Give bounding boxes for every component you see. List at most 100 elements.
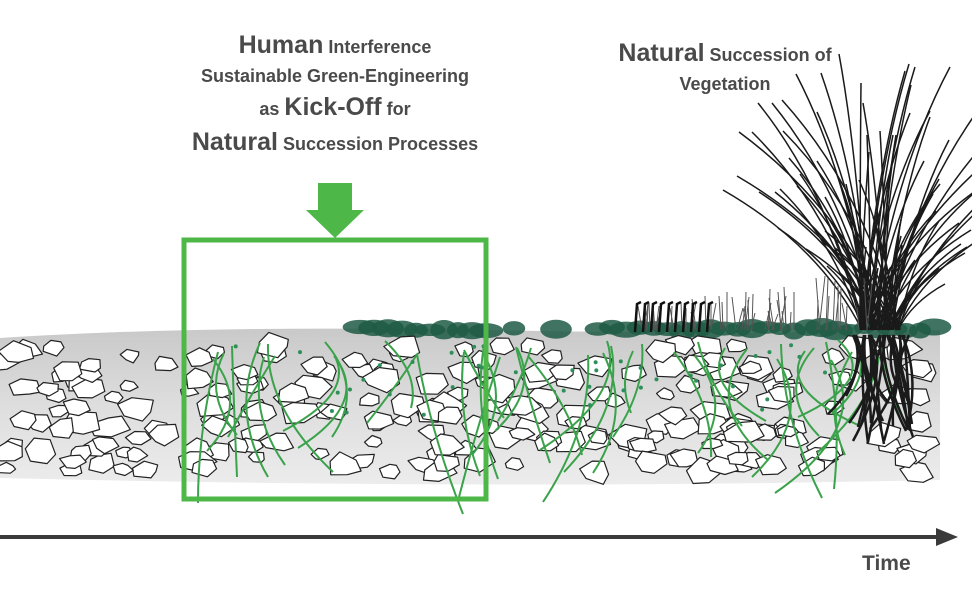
rock bbox=[119, 348, 140, 364]
rock bbox=[148, 423, 180, 447]
seed-dot bbox=[593, 360, 598, 365]
grass-blade bbox=[869, 66, 916, 331]
grass-blade bbox=[859, 82, 862, 331]
rock bbox=[504, 457, 525, 471]
rock bbox=[577, 355, 613, 378]
root bbox=[673, 351, 713, 458]
grass-blade bbox=[721, 301, 724, 331]
rock bbox=[726, 451, 749, 466]
grass-blade bbox=[646, 302, 649, 331]
root bbox=[463, 349, 505, 419]
sprout bbox=[681, 300, 690, 333]
rock bbox=[8, 378, 42, 396]
rock bbox=[437, 406, 463, 425]
root bbox=[612, 343, 644, 438]
grass-blade bbox=[818, 275, 826, 331]
rock bbox=[390, 392, 426, 419]
root bbox=[494, 347, 526, 432]
root bbox=[694, 355, 717, 454]
grass-blade bbox=[704, 295, 707, 331]
sprout bbox=[641, 300, 650, 333]
rock bbox=[359, 392, 380, 407]
grass-blade bbox=[747, 299, 750, 331]
moss-clump bbox=[540, 319, 572, 339]
grass-blade bbox=[722, 189, 863, 331]
grass-blade bbox=[783, 286, 787, 331]
roots-layer bbox=[197, 339, 908, 515]
caption-text: Succession Processes bbox=[278, 134, 479, 154]
rock bbox=[119, 379, 139, 392]
seed-dot bbox=[594, 368, 599, 373]
rock bbox=[755, 454, 787, 476]
grass-blade bbox=[863, 277, 868, 331]
rock bbox=[9, 410, 37, 431]
grass-blade bbox=[869, 66, 951, 331]
seed-dot bbox=[789, 343, 794, 348]
intervention-frame bbox=[181, 237, 489, 502]
root bbox=[206, 358, 232, 452]
rock bbox=[655, 387, 675, 401]
seed-dot bbox=[694, 378, 699, 383]
grass-blade bbox=[839, 272, 878, 331]
grass-blade bbox=[741, 305, 746, 331]
grass-blade bbox=[731, 296, 737, 331]
root bbox=[245, 342, 269, 478]
rock bbox=[88, 452, 115, 474]
rock bbox=[629, 437, 657, 453]
rock bbox=[0, 461, 17, 474]
root bbox=[515, 346, 551, 464]
rock bbox=[53, 361, 83, 382]
root bbox=[592, 352, 617, 474]
grass-blade bbox=[878, 164, 893, 331]
grass-blade bbox=[637, 305, 643, 331]
root bbox=[257, 356, 286, 466]
grass-blade bbox=[744, 291, 747, 331]
caption-text: Succession of bbox=[704, 45, 832, 65]
rock bbox=[701, 437, 724, 450]
rock bbox=[36, 381, 59, 397]
rock bbox=[906, 434, 941, 454]
seed-dot bbox=[587, 384, 592, 389]
grass-blade bbox=[781, 310, 785, 331]
rock bbox=[0, 440, 23, 462]
moss-clump bbox=[916, 318, 952, 336]
grass-blade bbox=[869, 210, 937, 331]
rock bbox=[116, 397, 154, 422]
rock bbox=[634, 450, 668, 474]
caption-text: for bbox=[381, 98, 411, 119]
rock bbox=[91, 436, 120, 455]
rock bbox=[206, 344, 225, 360]
grass-blade bbox=[845, 305, 848, 331]
grass-blade bbox=[815, 277, 821, 331]
seed-dot bbox=[587, 403, 592, 408]
grass-blade bbox=[887, 215, 972, 331]
grass-blade bbox=[750, 312, 756, 331]
rock bbox=[362, 366, 401, 394]
seed-dot bbox=[767, 350, 772, 355]
rock bbox=[429, 433, 465, 456]
root bbox=[796, 350, 859, 426]
sprout bbox=[705, 300, 714, 333]
grass-blade bbox=[782, 130, 897, 331]
grass-blade bbox=[845, 199, 866, 331]
grass-blade bbox=[799, 173, 864, 331]
rock bbox=[508, 427, 536, 441]
seed-dot bbox=[730, 384, 735, 389]
seed-dot bbox=[233, 344, 238, 349]
rock bbox=[894, 448, 918, 469]
grass-blade bbox=[856, 306, 860, 331]
tree-root bbox=[854, 334, 886, 445]
root bbox=[282, 358, 341, 432]
grass-blade bbox=[879, 272, 902, 331]
seed-dot bbox=[421, 412, 426, 417]
rock bbox=[58, 454, 87, 469]
seed-dot bbox=[449, 350, 454, 355]
seed-dot bbox=[753, 353, 758, 358]
grass-blade bbox=[777, 227, 866, 331]
seed-dot bbox=[688, 373, 693, 378]
rock bbox=[112, 462, 134, 477]
human-interference-caption: Human Interference Sustainable Green-Eng… bbox=[150, 30, 520, 162]
rock bbox=[48, 417, 74, 439]
root bbox=[366, 352, 419, 424]
rock bbox=[62, 398, 91, 417]
